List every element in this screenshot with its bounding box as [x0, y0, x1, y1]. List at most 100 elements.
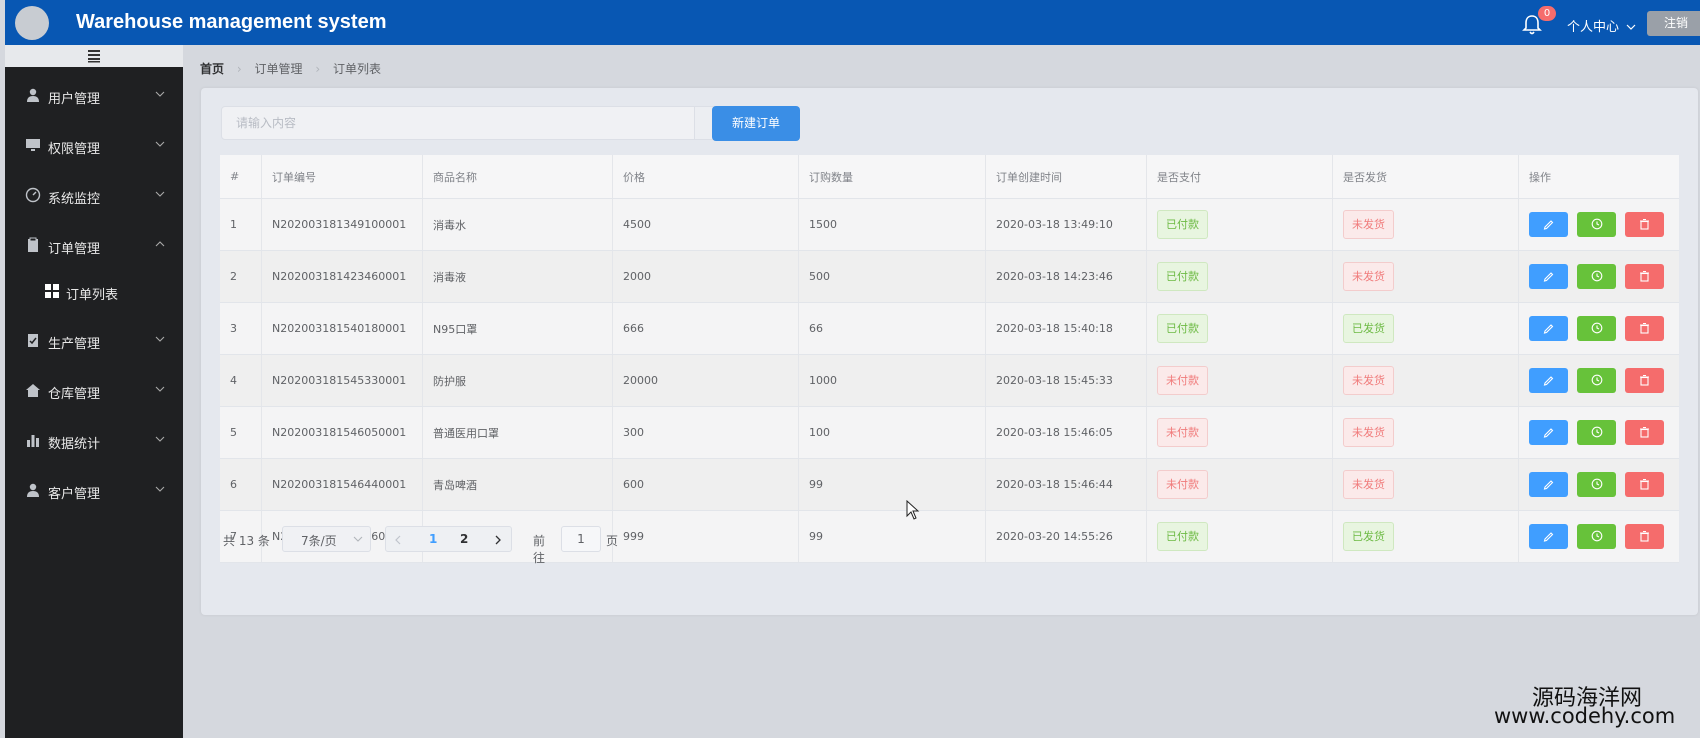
menu-collapse-icon: [88, 50, 100, 63]
edit-button[interactable]: [1529, 524, 1568, 549]
logout-button[interactable]: 注销: [1647, 11, 1700, 36]
edit-button[interactable]: [1529, 472, 1568, 497]
sidebar-item-label: 订单管理: [48, 242, 101, 257]
delete-button[interactable]: [1625, 212, 1664, 237]
trash-icon: [1640, 270, 1649, 282]
cell-order-no: N202003181423460001: [262, 251, 423, 302]
sidebar-item-label: 权限管理: [48, 142, 101, 157]
watermark-cn: 源码海洋网: [1532, 686, 1643, 711]
sidebar-item-label: 数据统计: [48, 437, 101, 452]
edit-button[interactable]: [1529, 316, 1568, 341]
cell-product: 普通医用口罩: [423, 407, 613, 458]
history-button[interactable]: [1577, 212, 1616, 237]
bell-icon[interactable]: [1522, 14, 1542, 36]
prev-page-icon[interactable]: [394, 535, 402, 545]
user-center-label: 个人中心: [1567, 20, 1620, 35]
breadcrumb-order-management: 订单管理: [254, 62, 303, 76]
cell-shipped: 未发货: [1333, 407, 1519, 458]
trash-icon: [1640, 478, 1649, 490]
sidebar-item-permission-management[interactable]: 权限管理: [5, 125, 183, 165]
delete-button[interactable]: [1625, 264, 1664, 289]
cell-price: 300: [613, 407, 799, 458]
column-header: #: [220, 155, 262, 198]
home-icon: [26, 384, 40, 397]
avatar[interactable]: [15, 6, 49, 40]
sidebar-item-label: 仓库管理: [48, 387, 101, 402]
sidebar-item-label: 用户管理: [48, 92, 101, 107]
cell-shipped: 未发货: [1333, 251, 1519, 302]
history-button[interactable]: [1577, 368, 1616, 393]
trash-icon: [1640, 218, 1649, 230]
cell-product: 防护服: [423, 355, 613, 406]
breadcrumb-separator: ›: [236, 62, 242, 76]
column-header: 是否发货: [1333, 155, 1519, 198]
search-box: [221, 106, 695, 140]
delete-button[interactable]: [1625, 368, 1664, 393]
edit-button[interactable]: [1529, 420, 1568, 445]
cell-order-no: N202003181546440001: [262, 459, 423, 510]
sidebar-item-user-management[interactable]: 用户管理: [5, 75, 183, 115]
table-row: 1 N202003181349100001 消毒水 4500 1500 2020-03-1…: [220, 199, 1679, 251]
user-center-dropdown[interactable]: 个人中心: [1567, 16, 1636, 35]
trash-icon: [1640, 426, 1649, 438]
page-size-select[interactable]: 7条/页: [282, 526, 371, 552]
cell-qty: 66: [799, 303, 986, 354]
sidebar-item-system-monitor[interactable]: 系统监控: [5, 175, 183, 215]
page-1[interactable]: 1: [429, 532, 438, 546]
paid-status-tag: 未付款: [1157, 366, 1208, 395]
edit-icon: [1543, 220, 1554, 230]
top-header: Warehouse management system 0 个人中心 注销: [5, 0, 1700, 45]
paid-status-tag: 未付款: [1157, 418, 1208, 447]
sidebar-item-order-management[interactable]: 订单管理: [5, 225, 183, 265]
edit-button[interactable]: [1529, 264, 1568, 289]
history-button[interactable]: [1577, 264, 1616, 289]
page-2[interactable]: 2: [460, 532, 469, 546]
gauge-icon: [25, 187, 41, 203]
cell-paid: 已付款: [1147, 251, 1333, 302]
breadcrumb-home[interactable]: 首页: [200, 62, 225, 76]
cell-shipped: 未发货: [1333, 199, 1519, 250]
history-button[interactable]: [1577, 420, 1616, 445]
history-button[interactable]: [1577, 524, 1616, 549]
sidebar-item-order-list[interactable]: 订单列表: [5, 271, 183, 311]
history-button[interactable]: [1577, 472, 1616, 497]
sidebar-item-production-management[interactable]: 生产管理: [5, 320, 183, 360]
sidebar-item-label: 生产管理: [48, 337, 101, 352]
clipboard-icon: [28, 237, 38, 252]
cell-index: 5: [220, 407, 262, 458]
next-page-icon[interactable]: [494, 535, 502, 545]
delete-button[interactable]: [1625, 472, 1664, 497]
edit-button[interactable]: [1529, 368, 1568, 393]
cell-actions: [1519, 511, 1679, 562]
new-order-button[interactable]: 新建订单: [712, 106, 800, 141]
paid-status-tag: 未付款: [1157, 470, 1208, 499]
cell-qty: 1000: [799, 355, 986, 406]
cell-index: 7: [220, 511, 262, 562]
delete-button[interactable]: [1625, 420, 1664, 445]
app-title: Warehouse management system: [76, 11, 387, 33]
cell-shipped: 已发货: [1333, 511, 1519, 562]
column-header: 商品名称: [423, 155, 613, 198]
collapse-toggle[interactable]: [5, 45, 183, 67]
shipped-status-tag: 未发货: [1343, 210, 1394, 239]
sidebar-item-label: 系统监控: [48, 192, 101, 207]
delete-button[interactable]: [1625, 524, 1664, 549]
sidebar-item-warehouse-management[interactable]: 仓库管理: [5, 370, 183, 410]
delete-button[interactable]: [1625, 316, 1664, 341]
goto-page-input[interactable]: 1: [561, 526, 601, 552]
column-header: 操作: [1529, 170, 1551, 184]
cell-qty: 100: [799, 407, 986, 458]
sidebar-item-customer-management[interactable]: 客户管理: [5, 470, 183, 510]
table-row: 2 N202003181423460001 消毒液 2000 500 2020-03-18…: [220, 251, 1679, 303]
breadcrumb-order-list: 订单列表: [332, 62, 381, 76]
cell-product: N95口罩: [423, 303, 613, 354]
sidebar-item-data-statistics[interactable]: 数据统计: [5, 420, 183, 460]
edit-button[interactable]: [1529, 212, 1568, 237]
search-input[interactable]: [222, 107, 690, 139]
table-row: 6 N202003181546440001 青岛啤酒 600 99 2020-03-18 …: [220, 459, 1679, 511]
cell-shipped: 未发货: [1333, 355, 1519, 406]
chevron-down-icon: [155, 336, 165, 342]
cell-shipped: 已发货: [1333, 303, 1519, 354]
cell-shipped: 未发货: [1333, 459, 1519, 510]
history-button[interactable]: [1577, 316, 1616, 341]
